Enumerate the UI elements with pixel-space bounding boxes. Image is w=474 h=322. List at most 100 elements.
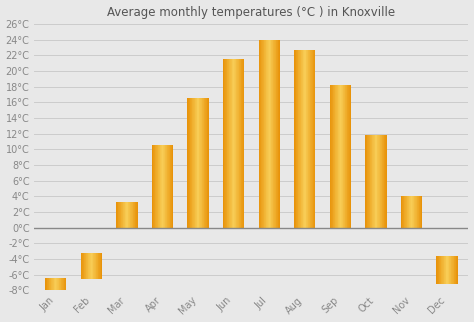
Bar [59, 279, 60, 322]
Bar [85, 253, 86, 279]
Bar [165, 145, 166, 228]
Bar [404, 196, 405, 228]
Bar [170, 145, 171, 228]
Bar [153, 145, 154, 228]
Bar [297, 50, 298, 228]
Bar [409, 196, 410, 228]
Bar [332, 85, 333, 228]
Bar [343, 85, 344, 228]
Bar [201, 98, 202, 228]
Bar [60, 279, 61, 322]
Bar [87, 253, 88, 279]
Bar [61, 279, 62, 322]
Bar [264, 40, 265, 228]
Bar [206, 98, 207, 228]
Bar [345, 85, 346, 228]
Bar [167, 145, 168, 228]
Bar [45, 279, 46, 322]
Bar [236, 59, 237, 228]
Bar [133, 203, 134, 228]
Bar [92, 253, 93, 279]
Bar [294, 50, 295, 228]
Bar [420, 196, 421, 228]
Bar [448, 256, 449, 284]
Bar [415, 196, 416, 228]
Bar [340, 85, 341, 228]
Bar [99, 253, 100, 279]
Bar [367, 135, 368, 228]
Bar [119, 203, 120, 228]
Bar [53, 279, 54, 322]
Bar [132, 203, 133, 228]
Bar [303, 50, 304, 228]
Bar [271, 40, 272, 228]
Bar [445, 256, 446, 284]
Bar [309, 50, 310, 228]
Bar [381, 135, 382, 228]
Bar [126, 203, 127, 228]
Bar [279, 40, 280, 228]
Bar [98, 253, 99, 279]
Bar [406, 196, 407, 228]
Bar [197, 98, 198, 228]
Bar [308, 50, 309, 228]
Bar [407, 196, 408, 228]
Bar [235, 59, 236, 228]
Bar [172, 145, 173, 228]
Bar [421, 196, 422, 228]
Bar [234, 59, 235, 228]
Bar [127, 203, 128, 228]
Bar [118, 203, 119, 228]
Bar [189, 98, 190, 228]
Bar [81, 253, 82, 279]
Bar [419, 196, 420, 228]
Bar [314, 50, 315, 228]
Bar [416, 196, 417, 228]
Bar [336, 85, 337, 228]
Bar [100, 253, 101, 279]
Bar [82, 253, 83, 279]
Bar [48, 279, 49, 322]
Bar [338, 85, 339, 228]
Bar [369, 135, 370, 228]
Bar [208, 98, 209, 228]
Bar [54, 279, 55, 322]
Bar [261, 40, 262, 228]
Bar [164, 145, 165, 228]
Bar [47, 279, 48, 322]
Bar [365, 135, 366, 228]
Bar [231, 59, 232, 228]
Bar [384, 135, 385, 228]
Bar [94, 253, 95, 279]
Bar [51, 279, 52, 322]
Bar [331, 85, 332, 228]
Bar [46, 279, 47, 322]
Bar [199, 98, 200, 228]
Bar [160, 145, 161, 228]
Bar [58, 279, 59, 322]
Bar [344, 85, 345, 228]
Bar [296, 50, 297, 228]
Bar [237, 59, 238, 228]
Bar [310, 50, 311, 228]
Bar [238, 59, 239, 228]
Bar [277, 40, 278, 228]
Bar [223, 59, 224, 228]
Bar [346, 85, 347, 228]
Bar [276, 40, 277, 228]
Bar [129, 203, 130, 228]
Bar [375, 135, 376, 228]
Bar [86, 253, 87, 279]
Bar [152, 145, 153, 228]
Bar [263, 40, 264, 228]
Bar [410, 196, 411, 228]
Bar [84, 253, 85, 279]
Bar [342, 85, 343, 228]
Bar [411, 196, 412, 228]
Bar [451, 256, 452, 284]
Bar [163, 145, 164, 228]
Bar [267, 40, 268, 228]
Bar [95, 253, 96, 279]
Bar [89, 253, 90, 279]
Bar [191, 98, 192, 228]
